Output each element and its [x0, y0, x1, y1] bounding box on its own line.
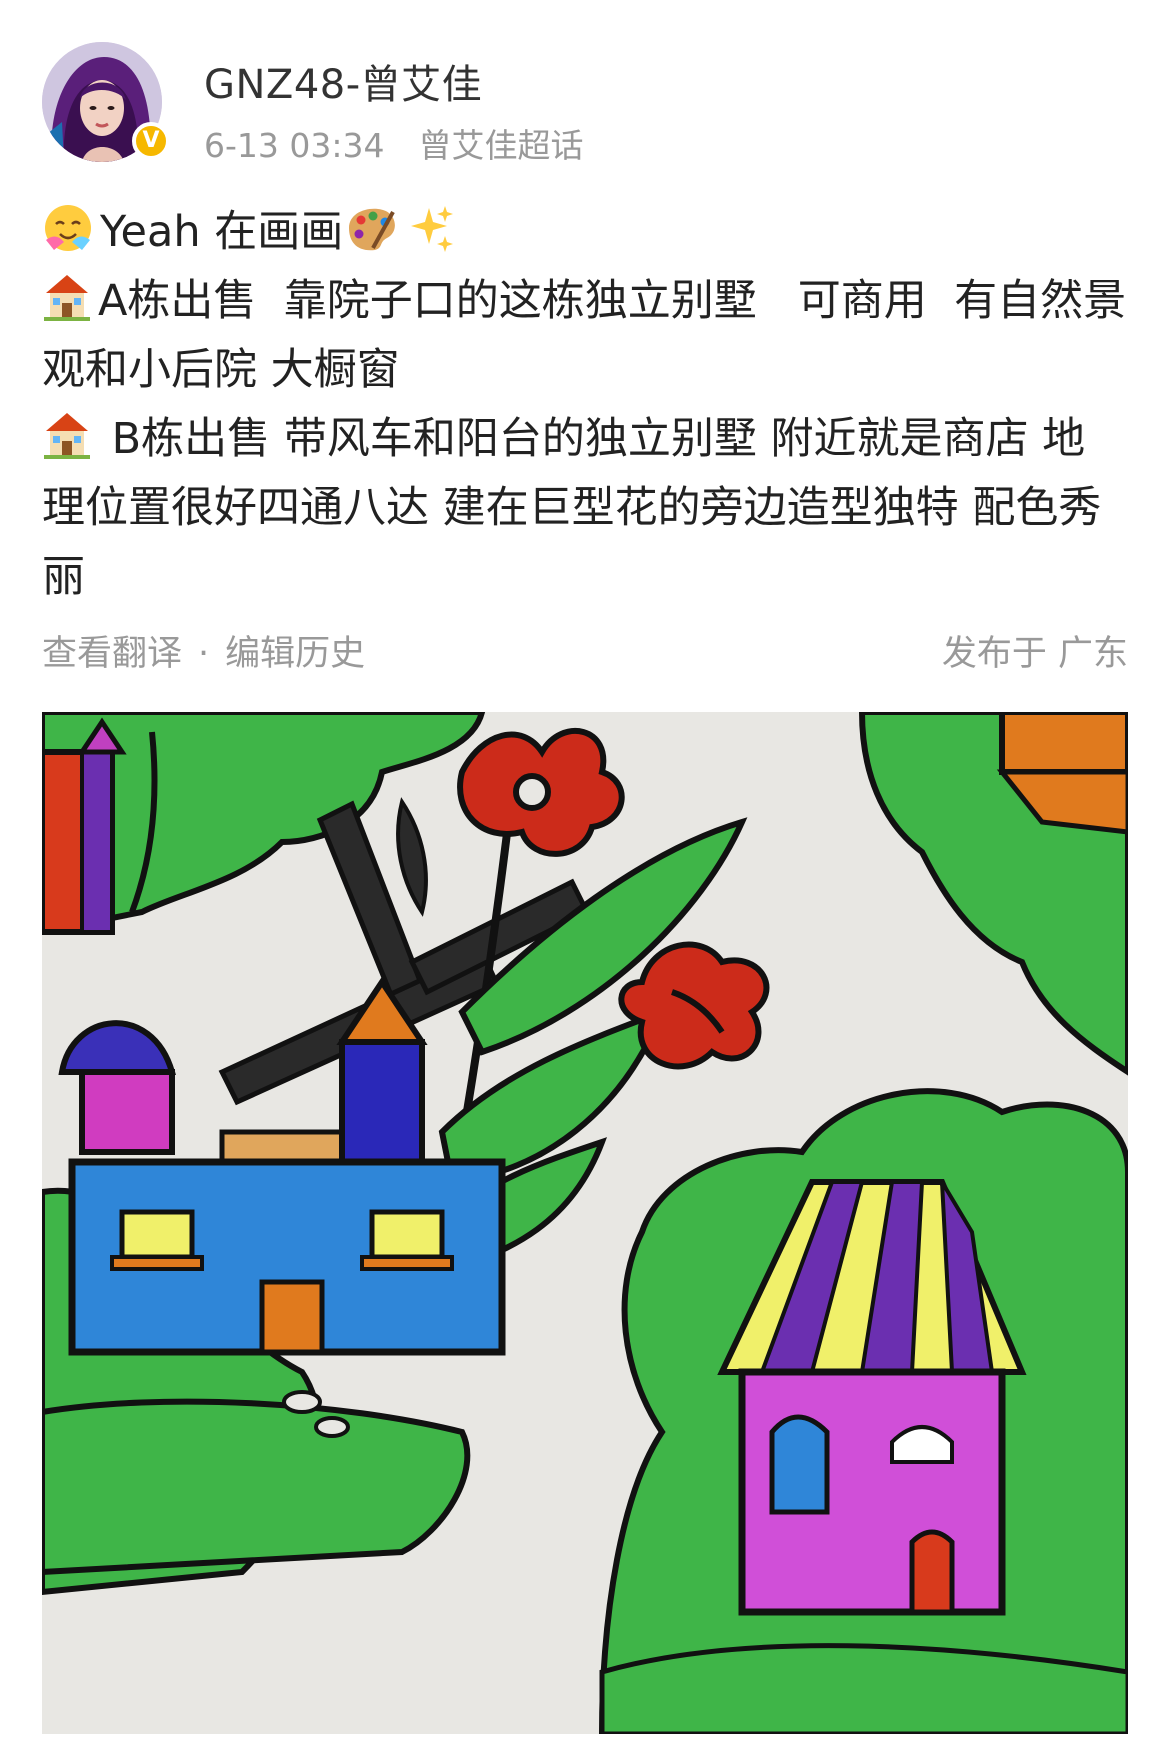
- house-icon: [44, 413, 90, 459]
- post-header: V GNZ48-曾艾佳 6-13 03:34 曾艾佳超话: [42, 42, 1128, 165]
- edit-history-link[interactable]: 编辑历史: [225, 634, 366, 674]
- avatar[interactable]: [42, 42, 162, 162]
- post-actions: 查看翻译 · 编辑历史 发布于 广东: [42, 625, 1128, 675]
- post-line-2: A栋出售 靠院子口的这栋独立别墅 可商用 有自然景观和小后院 大橱窗: [42, 267, 1128, 405]
- house-icon: [44, 275, 90, 321]
- post-location: 发布于 广东: [941, 634, 1128, 674]
- post-time: 6-13 03:34: [204, 126, 385, 165]
- hug-emoji-icon: [45, 205, 91, 251]
- user-name[interactable]: GNZ48-曾艾佳: [204, 62, 483, 108]
- post-line-1: Yeah 在画画: [42, 198, 1128, 267]
- post-text: Yeah 在画画 A栋出售 靠院子口的这栋独立别墅 可商用 有自然景观和小后院 …: [42, 198, 1128, 612]
- post-line-3: B栋出售 带风车和阳台的独立别墅 附近就是商店 地理位置很好四通八达 建在巨型花…: [42, 405, 1128, 612]
- verified-badge-icon: V: [132, 122, 170, 160]
- post-image[interactable]: [42, 712, 1128, 1734]
- sparkles-icon: [411, 206, 454, 252]
- post-meta: 6-13 03:34 曾艾佳超话: [204, 119, 584, 167]
- separator: ·: [198, 634, 210, 674]
- translate-link[interactable]: 查看翻译: [42, 634, 183, 674]
- topic-link[interactable]: 曾艾佳超话: [418, 126, 584, 165]
- palette-icon: [349, 208, 396, 251]
